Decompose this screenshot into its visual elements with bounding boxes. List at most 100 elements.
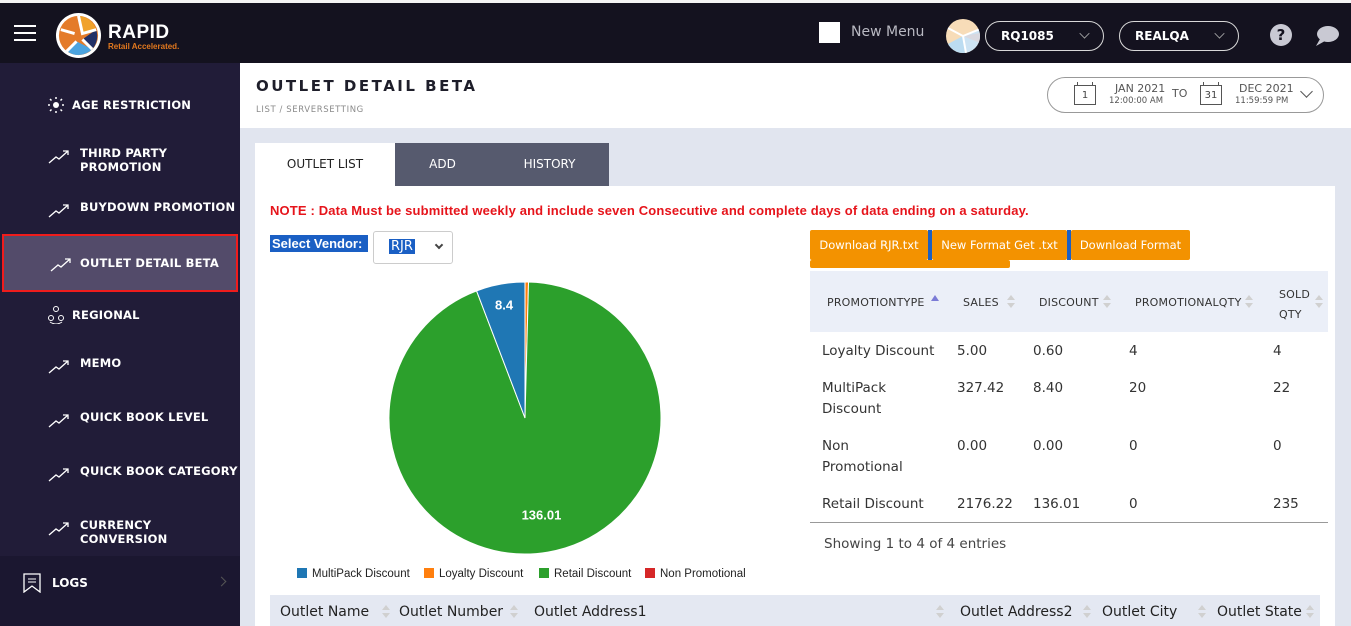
vendor-select-value: RJR [389,239,415,254]
column-header-outlet-address1[interactable]: Outlet Address1 [534,604,647,620]
tab-history[interactable]: HISTORY [490,143,609,186]
sidebar-item-regional[interactable]: REGIONAL [0,296,240,336]
sidebar-item-buydown-promotion[interactable]: BUYDOWN PROMOTION [0,188,240,228]
sort-icon[interactable] [936,605,944,619]
cell-discount: 0.60 [1033,343,1064,359]
sort-icon[interactable] [1315,295,1323,309]
table-info: Showing 1 to 4 of 4 entries [824,536,1007,552]
help-icon[interactable]: ? [1270,24,1292,46]
vendor-select[interactable]: RJR [373,231,453,264]
download-format-button[interactable]: Download Format [1071,230,1190,260]
sort-icon[interactable] [1007,295,1015,309]
legend-swatch [424,568,434,578]
scrollbar[interactable] [1335,128,1351,626]
tab-add[interactable]: ADD [395,143,490,186]
page-header: OUTLET DETAIL BETA LIST / SERVERSETTING … [240,63,1351,128]
sidebar-item-label: MEMO [80,356,122,370]
cell-soldqty: 235 [1273,496,1299,512]
sidebar-item-third-party-promotion[interactable]: THIRD PARTY PROMOTION [0,134,240,174]
legend-item[interactable]: Retail Discount [539,568,631,580]
sidebar-item-quick-book-level[interactable]: QUICK BOOK LEVEL [0,398,240,438]
logo [55,12,102,59]
cell-discount: 0.00 [1033,438,1064,454]
download-rjr-button[interactable]: Download RJR.txt [810,230,928,260]
column-header-outlet-number[interactable]: Outlet Number [399,604,503,620]
brand-name: RAPID [108,22,170,43]
column-header-promotionalqty[interactable]: PROMOTIONALQTY [1135,296,1242,309]
new-menu-label: New Menu [851,24,925,40]
pie-chart: 136.01 8.4 [388,281,662,555]
cell-promotionalqty: 4 [1129,343,1138,359]
sort-ascending-icon[interactable] [931,295,939,301]
cell-soldqty: 22 [1273,380,1291,396]
trend-icon [50,258,71,272]
legend-item[interactable]: Loyalty Discount [424,568,523,580]
store-select-value: RQ1085 [1001,29,1054,43]
cell-promotionalqty: 0 [1129,496,1138,512]
sidebar-item-label: THIRD PARTY PROMOTION [80,146,168,174]
legend-label: MultiPack Discount [312,568,410,580]
trend-icon [48,204,69,218]
sort-icon[interactable] [1083,605,1091,619]
chevron-down-icon [1079,28,1090,39]
date-from-time: 12:00:00 AM [1109,96,1164,106]
sparkle-icon [48,97,64,113]
legend-item[interactable]: Non Promotional [645,568,746,580]
sort-icon[interactable] [1103,295,1111,309]
tab-outlet-list[interactable]: OUTLET LIST [255,143,395,186]
environment-select[interactable]: REALQA [1119,21,1239,51]
legend-item[interactable]: MultiPack Discount [297,568,410,580]
sort-icon[interactable] [1245,295,1253,309]
brand-tagline: Retail Accelerated. [108,42,180,51]
column-header-outlet-city[interactable]: Outlet City [1102,604,1177,620]
date-to-month: DEC 2021 [1239,82,1294,95]
sort-icon[interactable] [510,605,518,619]
new-format-get-button[interactable]: New Format Get .txt [932,230,1067,260]
chevron-right-icon [216,576,227,587]
column-header-outlet-state[interactable]: Outlet State [1217,604,1302,620]
avatar[interactable] [946,19,980,53]
outlet-list-panel: NOTE : Data Must be submitted weekly and… [255,186,1335,626]
breadcrumb: LIST / SERVERSETTING [256,105,364,115]
column-header-outlet-address2[interactable]: Outlet Address2 [960,604,1073,620]
sort-icon[interactable] [1306,605,1314,619]
sidebar-item-label: LOGS [52,576,88,590]
cell-promotiontype: Non Promotional [822,438,903,475]
submission-note: NOTE : Data Must be submitted weekly and… [270,203,1029,218]
store-select[interactable]: RQ1085 [985,21,1104,51]
legend-swatch [297,568,307,578]
column-header-discount[interactable]: DISCOUNT [1039,296,1099,309]
column-header-outlet-name[interactable]: Outlet Name [280,604,369,620]
column-header-sold-qty[interactable]: SOLD QTY [1279,288,1311,321]
calendar-icon: 1 [1074,82,1096,105]
pie-slice-multipack-discount[interactable] [475,281,526,419]
overlapped-button[interactable] [810,260,1010,268]
column-header-label: Outlet Number [399,604,504,620]
column-header-label: Outlet City [1102,604,1178,620]
sidebar-item-currency-conversion[interactable]: CURRENCY CONVERSION [0,506,240,546]
sidebar-item-age-restriction[interactable]: AGE RESTRICTION [0,86,240,126]
date-from-month: JAN 2021 [1115,82,1166,95]
cell-sales: 0.00 [957,438,988,454]
legend-swatch [539,568,549,578]
hamburger-icon[interactable] [14,25,36,41]
sidebar-item-outlet-detail-beta[interactable]: OUTLET DETAIL BETA [2,234,238,292]
sidebar-item-memo[interactable]: MEMO [0,344,240,384]
sort-icon[interactable] [1198,605,1206,619]
date-range-picker[interactable]: 1 JAN 2021 12:00:00 AM TO 31 DEC 2021 11… [1047,77,1324,113]
pie-data-label: 136.01 [522,508,562,523]
column-header-sales[interactable]: SALES [963,296,999,309]
sidebar-item-logs[interactable]: LOGS [0,556,240,626]
cell-promotionalqty: 20 [1129,380,1147,396]
page-title: OUTLET DETAIL BETA [256,77,478,95]
cell-sales: 2176.22 [957,496,1013,512]
cell-soldqty: 4 [1273,343,1282,359]
cell-sales: 327.42 [957,380,1005,396]
sort-icon[interactable] [382,605,390,619]
date-to-label: TO [1172,87,1188,100]
new-menu-checkbox[interactable] [819,22,840,43]
chevron-down-icon [1300,85,1313,98]
column-header-promotiontype[interactable]: PROMOTIONTYPE [827,296,925,309]
chat-icon[interactable] [1314,25,1340,47]
sidebar-item-quick-book-category[interactable]: QUICK BOOK CATEGORY [0,452,240,492]
